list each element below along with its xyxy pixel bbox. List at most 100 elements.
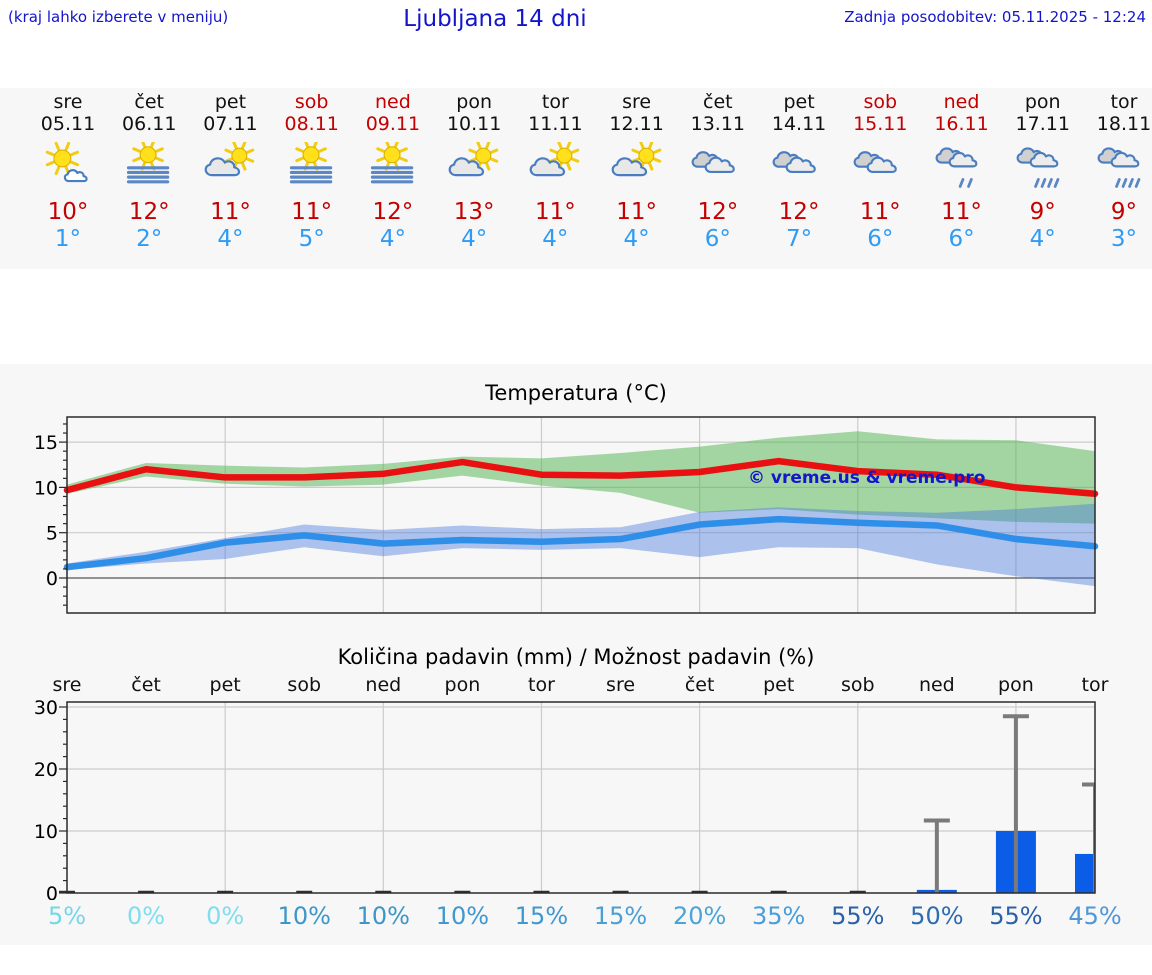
- forecast-day: pon 10.11 13° 4°: [433, 88, 515, 253]
- forecast-day: pon 17.11 9° 4°: [1002, 88, 1084, 253]
- low-temp: 6°: [867, 226, 894, 252]
- sun-fog-icon: [271, 136, 353, 194]
- precip-day-label: ned: [918, 674, 955, 696]
- day-date: 06.11: [122, 113, 177, 135]
- day-name: pon: [456, 91, 492, 113]
- high-temp: 11°: [291, 199, 333, 225]
- temperature-chart: 0 5 10 15: [34, 416, 1099, 614]
- day-name: sob: [294, 91, 329, 113]
- day-date: 07.11: [203, 113, 258, 135]
- precip-day-label: sre: [52, 674, 82, 696]
- day-name: sre: [622, 91, 652, 113]
- precip-probability: 5%: [47, 902, 87, 930]
- forecast-day: čet 06.11 12° 2°: [108, 88, 190, 253]
- max-temperature-line: [63, 457, 1099, 497]
- day-date: 05.11: [40, 113, 96, 135]
- day-date: 14.11: [771, 113, 827, 135]
- forecast-day: ned 16.11 11° 6°: [921, 88, 1003, 253]
- low-temp: 5°: [298, 226, 325, 252]
- cloudy-rain-icon: [1002, 136, 1084, 194]
- cloud-sun-icon: [189, 136, 271, 194]
- precipitation-chart-title: Količina padavin (mm) / Možnost padavin …: [337, 645, 815, 669]
- day-name: pet: [783, 91, 815, 113]
- day-name: čet: [703, 91, 733, 113]
- forecast-day: sob 08.11 11° 5°: [271, 88, 353, 253]
- precip-day-label: sob: [840, 674, 875, 696]
- precip-y-tick-label: 0: [46, 883, 58, 900]
- forecast-day: sob 15.11 11° 6°: [839, 88, 921, 253]
- precip-probability: 15%: [593, 902, 648, 930]
- day-date: 10.11: [446, 113, 502, 135]
- low-temp: 4°: [217, 226, 244, 252]
- page-title: Ljubljana 14 dni: [403, 6, 587, 32]
- forecast-day: čet 13.11 12° 6°: [677, 88, 759, 253]
- temperature-chart-title: Temperatura (°C): [485, 381, 667, 405]
- day-name: pet: [214, 91, 247, 113]
- precip-day-label: tor: [1081, 674, 1109, 696]
- temp-y-tick-label: 15: [34, 432, 58, 454]
- high-temp: 11°: [941, 199, 982, 225]
- precip-day-label: pet: [763, 674, 795, 696]
- cloud-sun-icon: [433, 136, 515, 194]
- sun-fog-icon: [108, 136, 190, 194]
- high-temp: 12°: [778, 199, 820, 225]
- high-temp: 11°: [616, 199, 657, 225]
- cloudy-icon: [758, 136, 840, 194]
- day-name: pon: [1024, 91, 1061, 113]
- precip-day-label: čet: [131, 674, 161, 696]
- day-name: čet: [134, 91, 165, 113]
- precip-day-label: sre: [606, 674, 636, 696]
- precip-day-label: tor: [528, 674, 555, 696]
- low-temp: 7°: [785, 226, 813, 252]
- high-temp: 9°: [1110, 199, 1138, 225]
- high-temp: 12°: [372, 199, 414, 225]
- forecast-day: sre 12.11 11° 4°: [596, 88, 678, 253]
- low-temp: 3°: [1110, 226, 1138, 252]
- precip-probability: 0%: [127, 902, 166, 930]
- high-temp: 13°: [453, 199, 495, 225]
- cloud-sun-icon: [514, 136, 596, 194]
- day-date: 11.11: [528, 113, 583, 135]
- high-temp: 11°: [534, 199, 576, 225]
- day-name: sre: [53, 91, 83, 113]
- high-temp: 12°: [128, 199, 170, 225]
- day-name: ned: [375, 91, 411, 113]
- location-hint-text: (kraj lahko izberete v meniju): [8, 8, 229, 26]
- day-date: 09.11: [365, 113, 421, 135]
- low-temp: 2°: [136, 226, 163, 252]
- day-date: 08.11: [284, 113, 339, 135]
- temp-y-tick-label: 5: [46, 523, 58, 545]
- day-name: tor: [541, 91, 569, 113]
- cloudy-light-rain-icon: [921, 136, 1003, 194]
- cloudy-icon: [677, 136, 759, 194]
- precip-probability: 55%: [989, 902, 1043, 930]
- precip-probability: 35%: [752, 902, 806, 930]
- precip-y-tick-label: 30: [34, 700, 58, 719]
- precip-probability: 10%: [356, 902, 410, 930]
- precip-probability-row: 5% 0% 0% 10% 10% 10% 15% 15% 20% 35% 55% 50% 55% 45%: [0, 902, 1152, 936]
- forecast-day: pet 14.11 12° 7°: [758, 88, 840, 253]
- precip-day-labels-row: sre čet pet sob ned pon tor sre čet pet sob ned pon t…: [0, 674, 1152, 698]
- low-temp: 1°: [54, 226, 82, 252]
- watermark: © vreme.us & vreme.pro: [748, 468, 986, 488]
- day-date: 17.11: [1015, 113, 1070, 135]
- low-temp: 6°: [948, 226, 975, 252]
- low-temp: 4°: [1029, 226, 1056, 252]
- precip-probability: 50%: [910, 902, 964, 930]
- forecast-strip: sre 05.11 10° 1° čet 06.11 12° 2° pet 07.11 11° 4° s…: [0, 88, 1152, 269]
- forecast-day: tor 18.11 9° 3°: [1083, 88, 1152, 253]
- precip-day-label: ned: [365, 674, 402, 696]
- cloudy-rain-icon: [1083, 136, 1152, 194]
- temp-y-tick-label: 10: [34, 477, 58, 499]
- day-date: 12.11: [609, 113, 664, 135]
- low-temp: 4°: [379, 226, 406, 252]
- low-temp: 4°: [461, 226, 488, 252]
- day-date: 15.11: [853, 113, 908, 135]
- precip-probability: 10%: [277, 902, 331, 930]
- sun-fog-icon: [352, 136, 434, 194]
- precip-probability: 10%: [435, 902, 490, 930]
- low-temp: 4°: [542, 226, 569, 252]
- low-temp: 4°: [623, 226, 650, 252]
- last-updated-text: Zadnja posodobitev: 05.11.2025 - 12:24: [844, 8, 1146, 26]
- precip-y-tick-label: 20: [34, 759, 58, 781]
